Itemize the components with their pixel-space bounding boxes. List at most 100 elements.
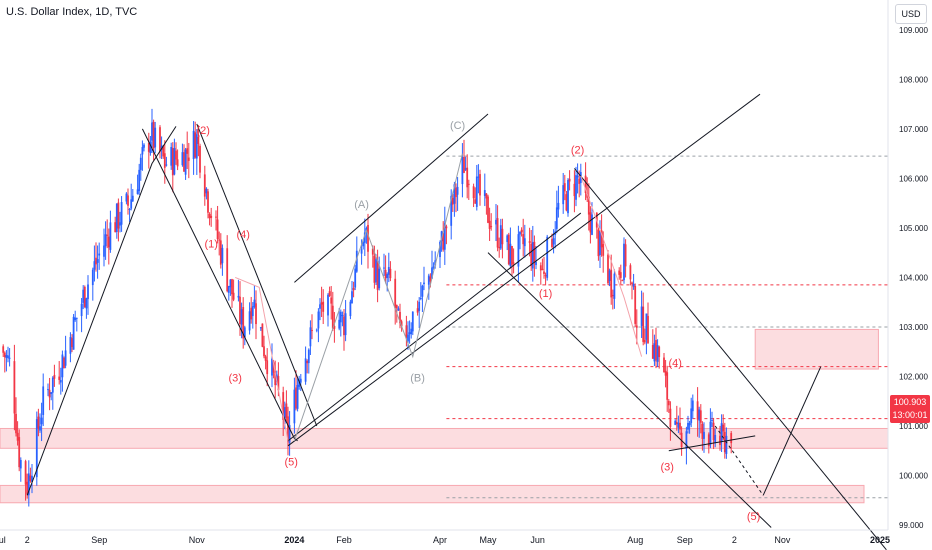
candle-body-281 xyxy=(631,282,633,285)
candle-body-266 xyxy=(597,229,600,257)
candle-body-9 xyxy=(19,460,22,469)
candle-body-321 xyxy=(720,423,723,442)
wave-label-2: (4) xyxy=(236,229,249,241)
candle-body-193 xyxy=(432,266,435,268)
candle-body-236 xyxy=(530,243,533,267)
candle-body-122 xyxy=(274,370,277,386)
candle-body-325 xyxy=(730,433,733,444)
candle-body-222 xyxy=(498,246,501,249)
candle-body-167 xyxy=(375,259,377,283)
candle-body-16 xyxy=(37,416,40,429)
candle-body-87 xyxy=(195,134,198,159)
candle-body-64 xyxy=(143,144,145,148)
x-tick-label-10: Sep xyxy=(677,535,693,545)
candle-body-254 xyxy=(568,178,571,182)
y-tick-label-0: 109.000 xyxy=(899,26,928,35)
wave-label-7: (C) xyxy=(450,120,465,132)
candle-body-323 xyxy=(723,431,726,453)
candle-body-83 xyxy=(186,148,189,154)
candle-body-187 xyxy=(419,298,422,300)
candle-body-255 xyxy=(573,183,576,197)
candle-body-252 xyxy=(565,194,568,211)
candle-body-56 xyxy=(127,195,129,206)
candle-body-164 xyxy=(367,224,369,252)
candle-body-253 xyxy=(567,180,569,214)
candle-body-218 xyxy=(488,220,491,229)
candle-body-96 xyxy=(216,219,219,240)
candle-body-180 xyxy=(405,325,408,338)
candle-body-11 xyxy=(26,481,29,495)
candle-body-123 xyxy=(275,374,278,383)
candle-body-316 xyxy=(709,421,712,445)
currency-unit-button[interactable]: USD xyxy=(895,4,927,24)
y-axis[interactable]: 109.000 108.000 107.000 106.000 105.000 104.0… xyxy=(899,26,928,530)
x-tick-label-5: Feb xyxy=(336,535,352,545)
candle-body-278 xyxy=(623,243,625,281)
candle-body-110 xyxy=(248,311,251,331)
x-tick-label-3: Nov xyxy=(189,535,206,545)
candle-body-65 xyxy=(147,142,150,152)
wave-label-4: (5) xyxy=(284,457,297,469)
last-price-value: 100.903 xyxy=(893,397,927,407)
candle-body-89 xyxy=(199,145,201,173)
candle-body-269 xyxy=(602,244,605,256)
candle-body-273 xyxy=(611,294,614,297)
candle-body-257 xyxy=(576,175,579,178)
candle-body-100 xyxy=(226,248,229,292)
candle-body-216 xyxy=(485,193,488,199)
candle-body-20 xyxy=(47,389,49,391)
projection-path-0 xyxy=(714,425,764,496)
candle-body-196 xyxy=(440,231,443,242)
candle-body-6 xyxy=(15,413,17,434)
x-tick-label-6: Apr xyxy=(433,535,447,545)
candle-body-49 xyxy=(109,222,112,250)
candle-body-2 xyxy=(5,354,8,358)
candle-body-107 xyxy=(240,309,243,325)
trend-line-8 xyxy=(668,435,756,452)
candle-body-22 xyxy=(50,392,53,395)
candle-body-178 xyxy=(399,311,401,324)
candle-body-306 xyxy=(687,422,689,430)
candle-body-108 xyxy=(242,307,245,339)
candle-body-35 xyxy=(80,303,83,317)
candle-body-79 xyxy=(176,159,179,167)
candle-body-283 xyxy=(634,286,637,324)
trendlines-layer xyxy=(26,93,887,550)
candle-body-116 xyxy=(261,323,264,347)
candle-body-240 xyxy=(539,265,542,271)
candle-body-4 xyxy=(8,357,11,359)
candle-body-150 xyxy=(338,319,341,329)
candle-body-133 xyxy=(298,380,301,387)
x-axis[interactable]: Jul 2 Sep Nov 2024 Feb Apr May Jun Aug Sep 2 Nov 2025 xyxy=(0,535,890,545)
wave-label-3: (3) xyxy=(228,372,241,384)
candle-body-12 xyxy=(27,473,30,496)
support-zone-1 xyxy=(0,484,865,504)
candle-body-249 xyxy=(557,202,560,210)
x-tick-label-12: Nov xyxy=(774,535,791,545)
candle-body-284 xyxy=(635,325,638,328)
candle-body-95 xyxy=(215,216,217,218)
candle-body-63 xyxy=(141,147,144,155)
candle-body-155 xyxy=(349,301,352,317)
candle-body-270 xyxy=(607,254,609,284)
candle-body-5 xyxy=(13,361,16,414)
candle-body-50 xyxy=(114,222,117,233)
candle-body-243 xyxy=(544,275,547,277)
candle-body-54 xyxy=(120,202,123,225)
wave-labels-layer: (2) (1) (4) (3) (5) (A) (B) (C) (2) (1) (4) (3) (5) xyxy=(196,120,760,523)
candle-body-121 xyxy=(272,362,275,373)
candle-body-32 xyxy=(72,316,75,350)
candle-body-102 xyxy=(229,279,232,288)
candle-body-298 xyxy=(667,400,670,406)
candle-body-70 xyxy=(159,127,161,152)
candle-body-302 xyxy=(677,422,680,428)
chart-title: U.S. Dollar Index, 1D, TVC xyxy=(6,6,138,18)
candle-body-225 xyxy=(506,235,509,243)
candle-body-177 xyxy=(397,308,400,311)
candle-body-161 xyxy=(362,242,365,247)
y-tick-label-5: 104.000 xyxy=(899,273,928,282)
candle-body-143 xyxy=(320,302,323,305)
candle-body-146 xyxy=(328,291,331,296)
candle-body-37 xyxy=(83,286,86,307)
